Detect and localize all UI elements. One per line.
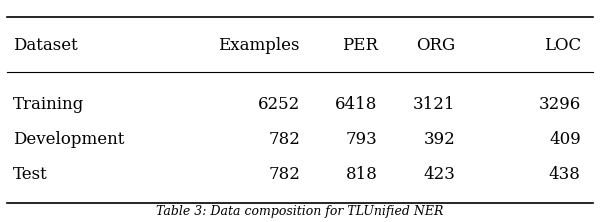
Text: 6252: 6252 xyxy=(258,96,300,113)
Text: Dataset: Dataset xyxy=(13,37,78,54)
Text: 423: 423 xyxy=(424,166,455,183)
Text: 3121: 3121 xyxy=(413,96,455,113)
Text: Test: Test xyxy=(13,166,48,183)
Text: 6418: 6418 xyxy=(335,96,377,113)
Text: Development: Development xyxy=(13,131,125,148)
Text: LOC: LOC xyxy=(544,37,581,54)
Text: Training: Training xyxy=(13,96,85,113)
Text: 793: 793 xyxy=(346,131,377,148)
Text: 438: 438 xyxy=(549,166,581,183)
Text: ORG: ORG xyxy=(416,37,455,54)
Text: PER: PER xyxy=(341,37,377,54)
Text: Table 3: Data composition for TLUnified NER: Table 3: Data composition for TLUnified … xyxy=(157,205,443,218)
Text: 782: 782 xyxy=(268,131,300,148)
Text: 3296: 3296 xyxy=(538,96,581,113)
Text: Examples: Examples xyxy=(218,37,300,54)
Text: 818: 818 xyxy=(346,166,377,183)
Text: 392: 392 xyxy=(424,131,455,148)
Text: 409: 409 xyxy=(549,131,581,148)
Text: 782: 782 xyxy=(268,166,300,183)
